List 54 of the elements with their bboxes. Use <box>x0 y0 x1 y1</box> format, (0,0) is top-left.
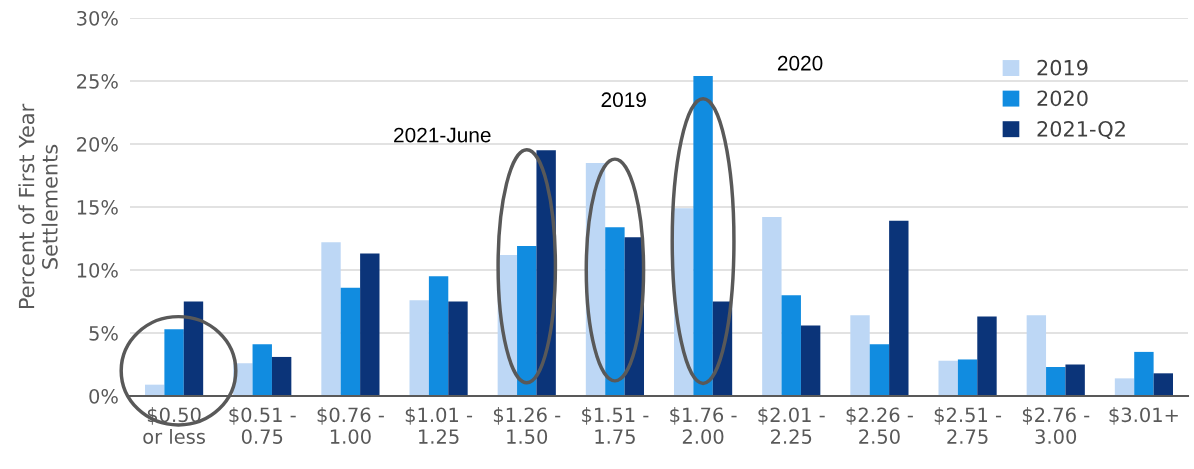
x-tick-label: $2.76 - 3.00 <box>1022 407 1090 444</box>
y-tick-label: 10% <box>77 262 118 278</box>
bar <box>762 217 782 396</box>
x-tick-label: $2.26 - 2.50 <box>846 407 913 444</box>
bar <box>360 253 380 396</box>
bar <box>850 315 870 396</box>
bar <box>605 227 625 396</box>
bar <box>183 301 204 396</box>
x-tick-label: $2.51 - 2.75 <box>934 407 1002 444</box>
bar <box>252 344 272 396</box>
bar <box>1134 351 1154 396</box>
bar <box>448 301 468 396</box>
x-tick-label: $0.76 - 1.00 <box>317 407 384 444</box>
bar <box>977 316 997 396</box>
bar <box>957 359 978 396</box>
x-tick-label: $3.01+ <box>1109 407 1178 425</box>
bar <box>1065 364 1085 396</box>
bar <box>517 246 537 396</box>
bar <box>938 360 958 396</box>
x-tick-label: $1.26 - 1.50 <box>493 407 561 444</box>
y-axis-title: Percent of First Year Settlements <box>18 103 58 309</box>
y-tick-label: 5% <box>89 325 118 341</box>
bar <box>800 325 821 396</box>
bar <box>1153 373 1174 396</box>
bar <box>409 300 429 396</box>
bar <box>164 329 184 396</box>
x-tick-label: $0.50 or less <box>143 407 205 444</box>
y-tick-label: 0% <box>89 388 118 404</box>
x-tick-label: $1.76 - 2.00 <box>670 407 737 444</box>
bar <box>693 75 713 396</box>
bar <box>321 242 341 396</box>
annotation: 2020 <box>777 55 823 71</box>
bar <box>889 220 909 396</box>
y-tick-label: 15% <box>77 199 118 215</box>
x-tick-label: $1.01 - 1.25 <box>405 407 473 444</box>
bar <box>1046 367 1066 396</box>
y-tick-label: 25% <box>77 73 118 89</box>
bar <box>1114 378 1135 396</box>
y-tick-label: 30% <box>77 10 118 26</box>
legend-label: 2020 <box>1037 90 1088 107</box>
legend-label: 2019 <box>1037 59 1088 76</box>
bar <box>781 295 801 396</box>
x-tick-label: $0.51 - 0.75 <box>229 407 296 444</box>
y-tick-label: 20% <box>77 136 118 152</box>
bar <box>1026 315 1047 396</box>
annotation: 2021-June <box>394 127 491 143</box>
annotation: 2019 <box>601 92 646 108</box>
legend-label: 2021-Q2 <box>1037 120 1125 140</box>
bar <box>340 287 361 396</box>
bar <box>869 344 890 396</box>
bar <box>428 276 449 396</box>
x-tick-label: $1.51 - 1.75 <box>582 407 649 444</box>
bar <box>271 356 292 396</box>
x-tick-label: $2.01 - 2.25 <box>758 407 825 444</box>
